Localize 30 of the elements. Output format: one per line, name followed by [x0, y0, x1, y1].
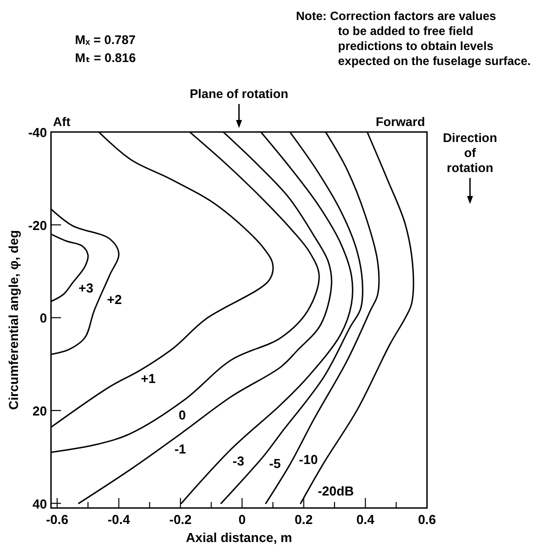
- y-axis-title: Circumferential angle, φ, deg: [6, 230, 21, 410]
- series-label: 0: [178, 407, 186, 422]
- series-label: -10: [299, 452, 318, 468]
- x-tick-label: 0.4: [356, 512, 376, 527]
- x-tick-label: -0.2: [169, 512, 192, 527]
- y-tick-label: 0: [40, 310, 47, 326]
- series-label: +1: [140, 370, 156, 386]
- series-label: -1: [174, 441, 186, 456]
- y-tick-label: -40: [28, 125, 47, 140]
- x-tick-label: -0.6: [46, 512, 68, 527]
- text: Direction of rotation: [442, 131, 498, 175]
- series-label: +2: [107, 292, 122, 307]
- text: Aft: [53, 115, 72, 129]
- series-label: -20dB: [318, 484, 354, 499]
- text: Mₓ = 0.787: [75, 33, 136, 47]
- series-label: -5: [269, 456, 281, 471]
- x-tick-label: 0.2: [294, 512, 313, 527]
- x-tick-label: -0.4: [108, 512, 131, 527]
- y-tick-label: 20: [32, 404, 47, 419]
- text: Note: Correction factors are values to be added to free field predictions to obtain levels expected on the fuselage surface.: [296, 9, 531, 68]
- text: Plane of rotation: [190, 87, 288, 101]
- x-tick-label: 0.6: [418, 512, 436, 527]
- text: Mₜ = 0.816: [75, 51, 136, 65]
- x-axis-title: Axial distance, m: [186, 530, 292, 545]
- y-tick-label: 40: [32, 496, 47, 512]
- series-label: -3: [232, 453, 244, 468]
- x-tick-label: 0: [238, 512, 246, 527]
- text: Forward: [376, 115, 425, 129]
- series-label: +3: [78, 280, 94, 296]
- y-tick-label: -20: [28, 218, 47, 233]
